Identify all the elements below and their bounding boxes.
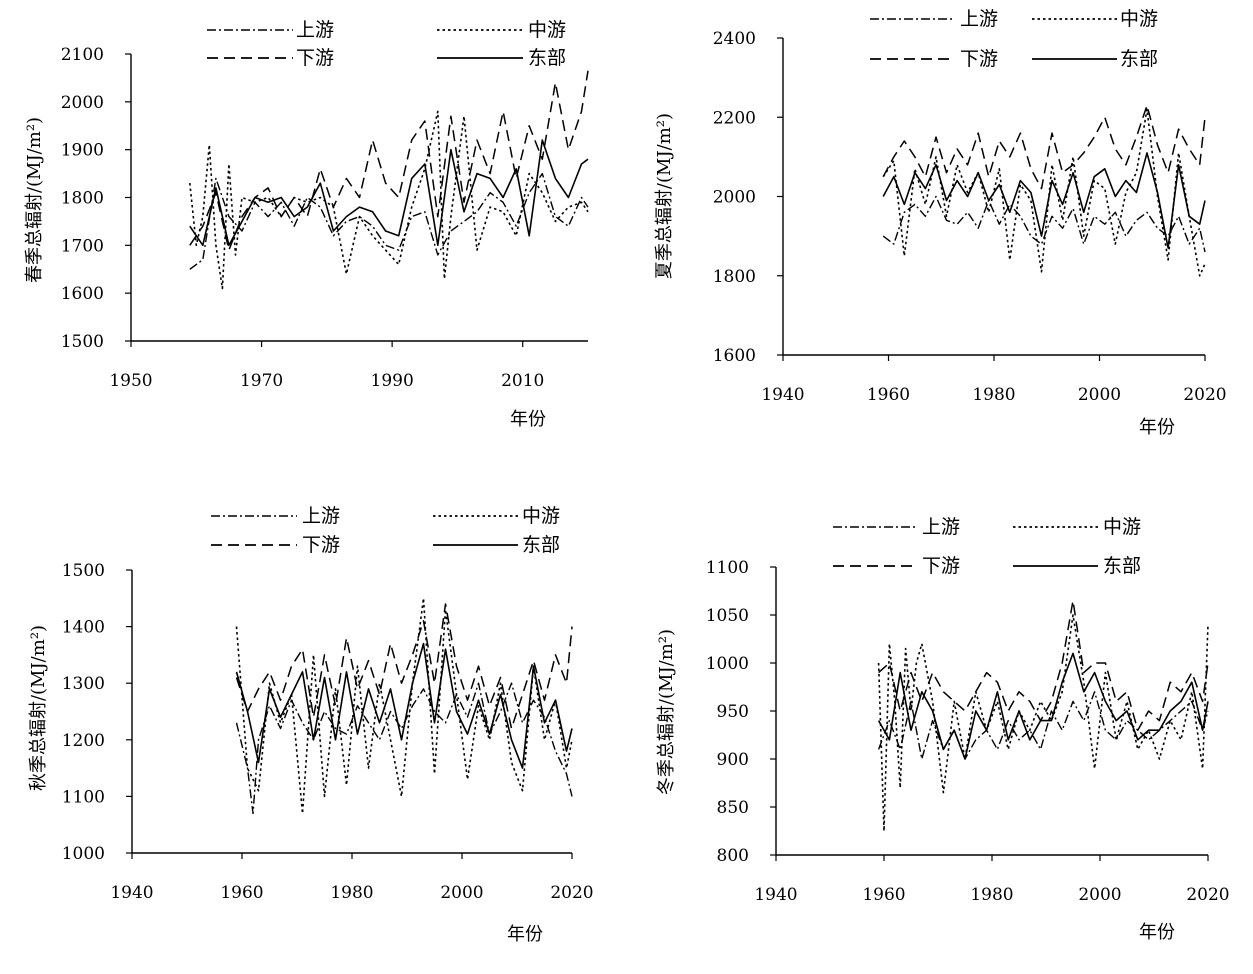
- x-tick-label: 1950: [109, 371, 152, 391]
- chart-panel-2: 1600 1800 2000 2200 2400 1940 1960 1980 2000 2020…: [654, 8, 1227, 438]
- legend-label-中游: 中游: [1120, 8, 1158, 30]
- y-tick-label: 1900: [61, 141, 104, 161]
- x-tick-label: 2020: [1183, 385, 1226, 405]
- legend-label-东部: 东部: [528, 47, 566, 69]
- x-tick-label: 1960: [867, 385, 910, 405]
- x-tick-label: 2020: [1186, 885, 1229, 905]
- y-axis-title: 冬季总辐射/(MJ/m²): [656, 629, 677, 795]
- y-tick-label: 1100: [62, 787, 105, 807]
- y-tick-label: 1200: [62, 731, 105, 751]
- series-line-下游: [878, 599, 1209, 731]
- y-tick-label: 2000: [61, 93, 104, 113]
- series-line-中游: [882, 108, 1206, 277]
- y-tick-label: 2000: [713, 188, 756, 208]
- legend-label-东部: 东部: [1120, 48, 1158, 70]
- x-tick-label: 1970: [240, 371, 283, 391]
- legend-label-中游: 中游: [528, 19, 566, 41]
- y-tick-label: 2400: [713, 29, 756, 49]
- legend-label-中游: 中游: [522, 505, 560, 527]
- y-tick-label: 1800: [61, 189, 104, 209]
- x-tick-label: 2010: [501, 371, 544, 391]
- chart-panel-1: 1500 1600 1700 1800 1900 2000 2100 1950 1970 1990…: [24, 19, 589, 430]
- legend-label-上游: 上游: [960, 8, 998, 30]
- y-tick-label: 900: [717, 750, 749, 770]
- y-tick-label: 950: [717, 702, 749, 722]
- series-line-上游: [877, 691, 1209, 760]
- series-line-上游: [882, 195, 1206, 253]
- y-tick-label: 1600: [713, 346, 756, 366]
- series-line-下游: [189, 70, 589, 251]
- x-tick-label: 1990: [371, 371, 414, 391]
- y-tick-label: 2200: [713, 108, 756, 128]
- legend-label-中游: 中游: [1103, 516, 1141, 538]
- series-line-上游: [189, 172, 589, 270]
- y-axis-title: 夏季总辐射/(MJ/m²): [654, 113, 675, 279]
- legend-label-东部: 东部: [522, 534, 560, 556]
- series-line-中游: [189, 110, 589, 290]
- y-axis-title: 春季总辐射/(MJ/m²): [24, 117, 45, 283]
- x-axis-title: 年份: [507, 924, 543, 945]
- y-tick-label: 1600: [61, 284, 104, 304]
- x-axis-title: 年份: [510, 409, 546, 430]
- y-tick-label: 1800: [713, 267, 756, 287]
- legend-label-东部: 东部: [1103, 555, 1141, 577]
- series-line-东部: [235, 642, 573, 769]
- y-tick-label: 1100: [706, 558, 749, 578]
- legend-label-上游: 上游: [302, 505, 340, 527]
- x-axis-title: 年份: [1139, 417, 1175, 438]
- series-line-中游: [877, 614, 1209, 832]
- legend-label-下游: 下游: [302, 534, 340, 556]
- x-tick-label: 1940: [754, 885, 797, 905]
- x-tick-label: 1960: [862, 885, 905, 905]
- x-tick-label: 1980: [970, 885, 1013, 905]
- legend-label-上游: 上游: [922, 516, 960, 538]
- x-tick-label: 1940: [110, 883, 153, 903]
- y-axis-title: 秋季总辐射/(MJ/m²): [28, 625, 49, 791]
- x-tick-label: 2000: [440, 883, 483, 903]
- y-tick-label: 850: [717, 798, 749, 818]
- y-tick-label: 1700: [61, 236, 104, 256]
- x-tick-label: 1940: [761, 385, 804, 405]
- x-axis-title: 年份: [1139, 922, 1175, 943]
- y-tick-label: 1500: [61, 332, 104, 352]
- x-tick-label: 2000: [1078, 385, 1121, 405]
- chart-panel-4: 800 850 900 950 1000 1050 1100 1940 1960 1980 2000…: [656, 516, 1230, 943]
- y-tick-label: 1500: [62, 561, 105, 581]
- x-tick-label: 1980: [330, 883, 373, 903]
- y-tick-label: 1300: [62, 674, 105, 694]
- x-tick-label: 2020: [550, 883, 593, 903]
- series-line-东部: [882, 152, 1206, 249]
- x-tick-label: 1980: [972, 385, 1015, 405]
- y-tick-label: 1000: [62, 844, 105, 864]
- y-tick-label: 2100: [61, 45, 104, 65]
- x-tick-label: 1960: [220, 883, 263, 903]
- series-line-东部: [877, 652, 1209, 760]
- legend-label-下游: 下游: [960, 48, 998, 70]
- legend-label-下游: 下游: [296, 47, 334, 69]
- series-line-上游: [235, 682, 573, 815]
- y-tick-label: 800: [717, 846, 749, 866]
- legend-label-上游: 上游: [296, 19, 334, 41]
- y-tick-label: 1400: [62, 618, 105, 638]
- y-tick-label: 1050: [706, 606, 749, 626]
- y-tick-label: 1000: [706, 654, 749, 674]
- x-tick-label: 2000: [1078, 885, 1121, 905]
- series-line-下游: [235, 603, 573, 730]
- series-line-东部: [189, 139, 589, 247]
- chart-panel-3: 1000 1100 1200 1300 1400 1500 1940 1960 1980 2000…: [28, 505, 594, 945]
- legend-label-下游: 下游: [922, 555, 960, 577]
